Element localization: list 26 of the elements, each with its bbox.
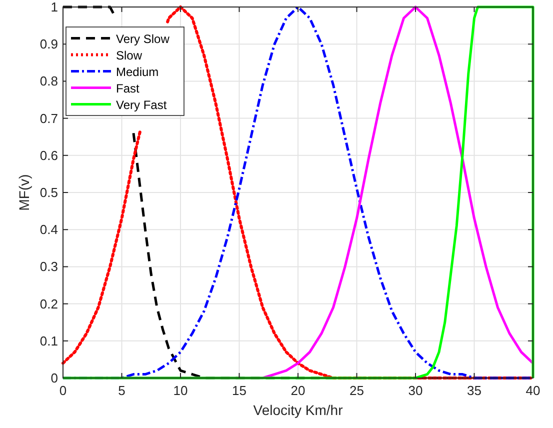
x-tick-label: 30	[408, 383, 423, 398]
x-tick-label: 40	[526, 383, 540, 398]
y-tick-label: 0.5	[40, 185, 58, 200]
x-axis-title: Velocity Km/hr	[253, 402, 344, 418]
y-tick-label: 0.7	[40, 110, 58, 126]
y-tick-label: 0.6	[40, 148, 58, 163]
y-tick-label: 0	[50, 370, 58, 386]
x-tick-label: 35	[467, 383, 482, 398]
y-tick-label: 0.1	[40, 333, 58, 348]
legend-label: Slow	[116, 48, 142, 62]
y-tick-label: 0.2	[40, 296, 58, 312]
x-tick-label: 15	[232, 383, 246, 398]
x-tick-label: 5	[118, 383, 126, 398]
x-tick-label: 20	[290, 383, 306, 398]
legend-label: Fast	[116, 81, 140, 96]
y-tick-label: 0.8	[40, 74, 58, 89]
y-tick-label: 1	[50, 0, 58, 14]
y-tick-label: 0.3	[40, 259, 58, 274]
y-tick-label: 0.9	[40, 36, 58, 52]
legend-label: Very Slow	[116, 32, 170, 46]
y-tick-label: 0.4	[40, 222, 58, 238]
x-tick-label: 10	[173, 383, 188, 398]
legend-label: Very Fast	[116, 98, 168, 112]
legend-label: Medium	[116, 64, 159, 79]
x-tick-label: 25	[350, 383, 364, 398]
y-axis-title: MF(v)	[16, 174, 32, 211]
